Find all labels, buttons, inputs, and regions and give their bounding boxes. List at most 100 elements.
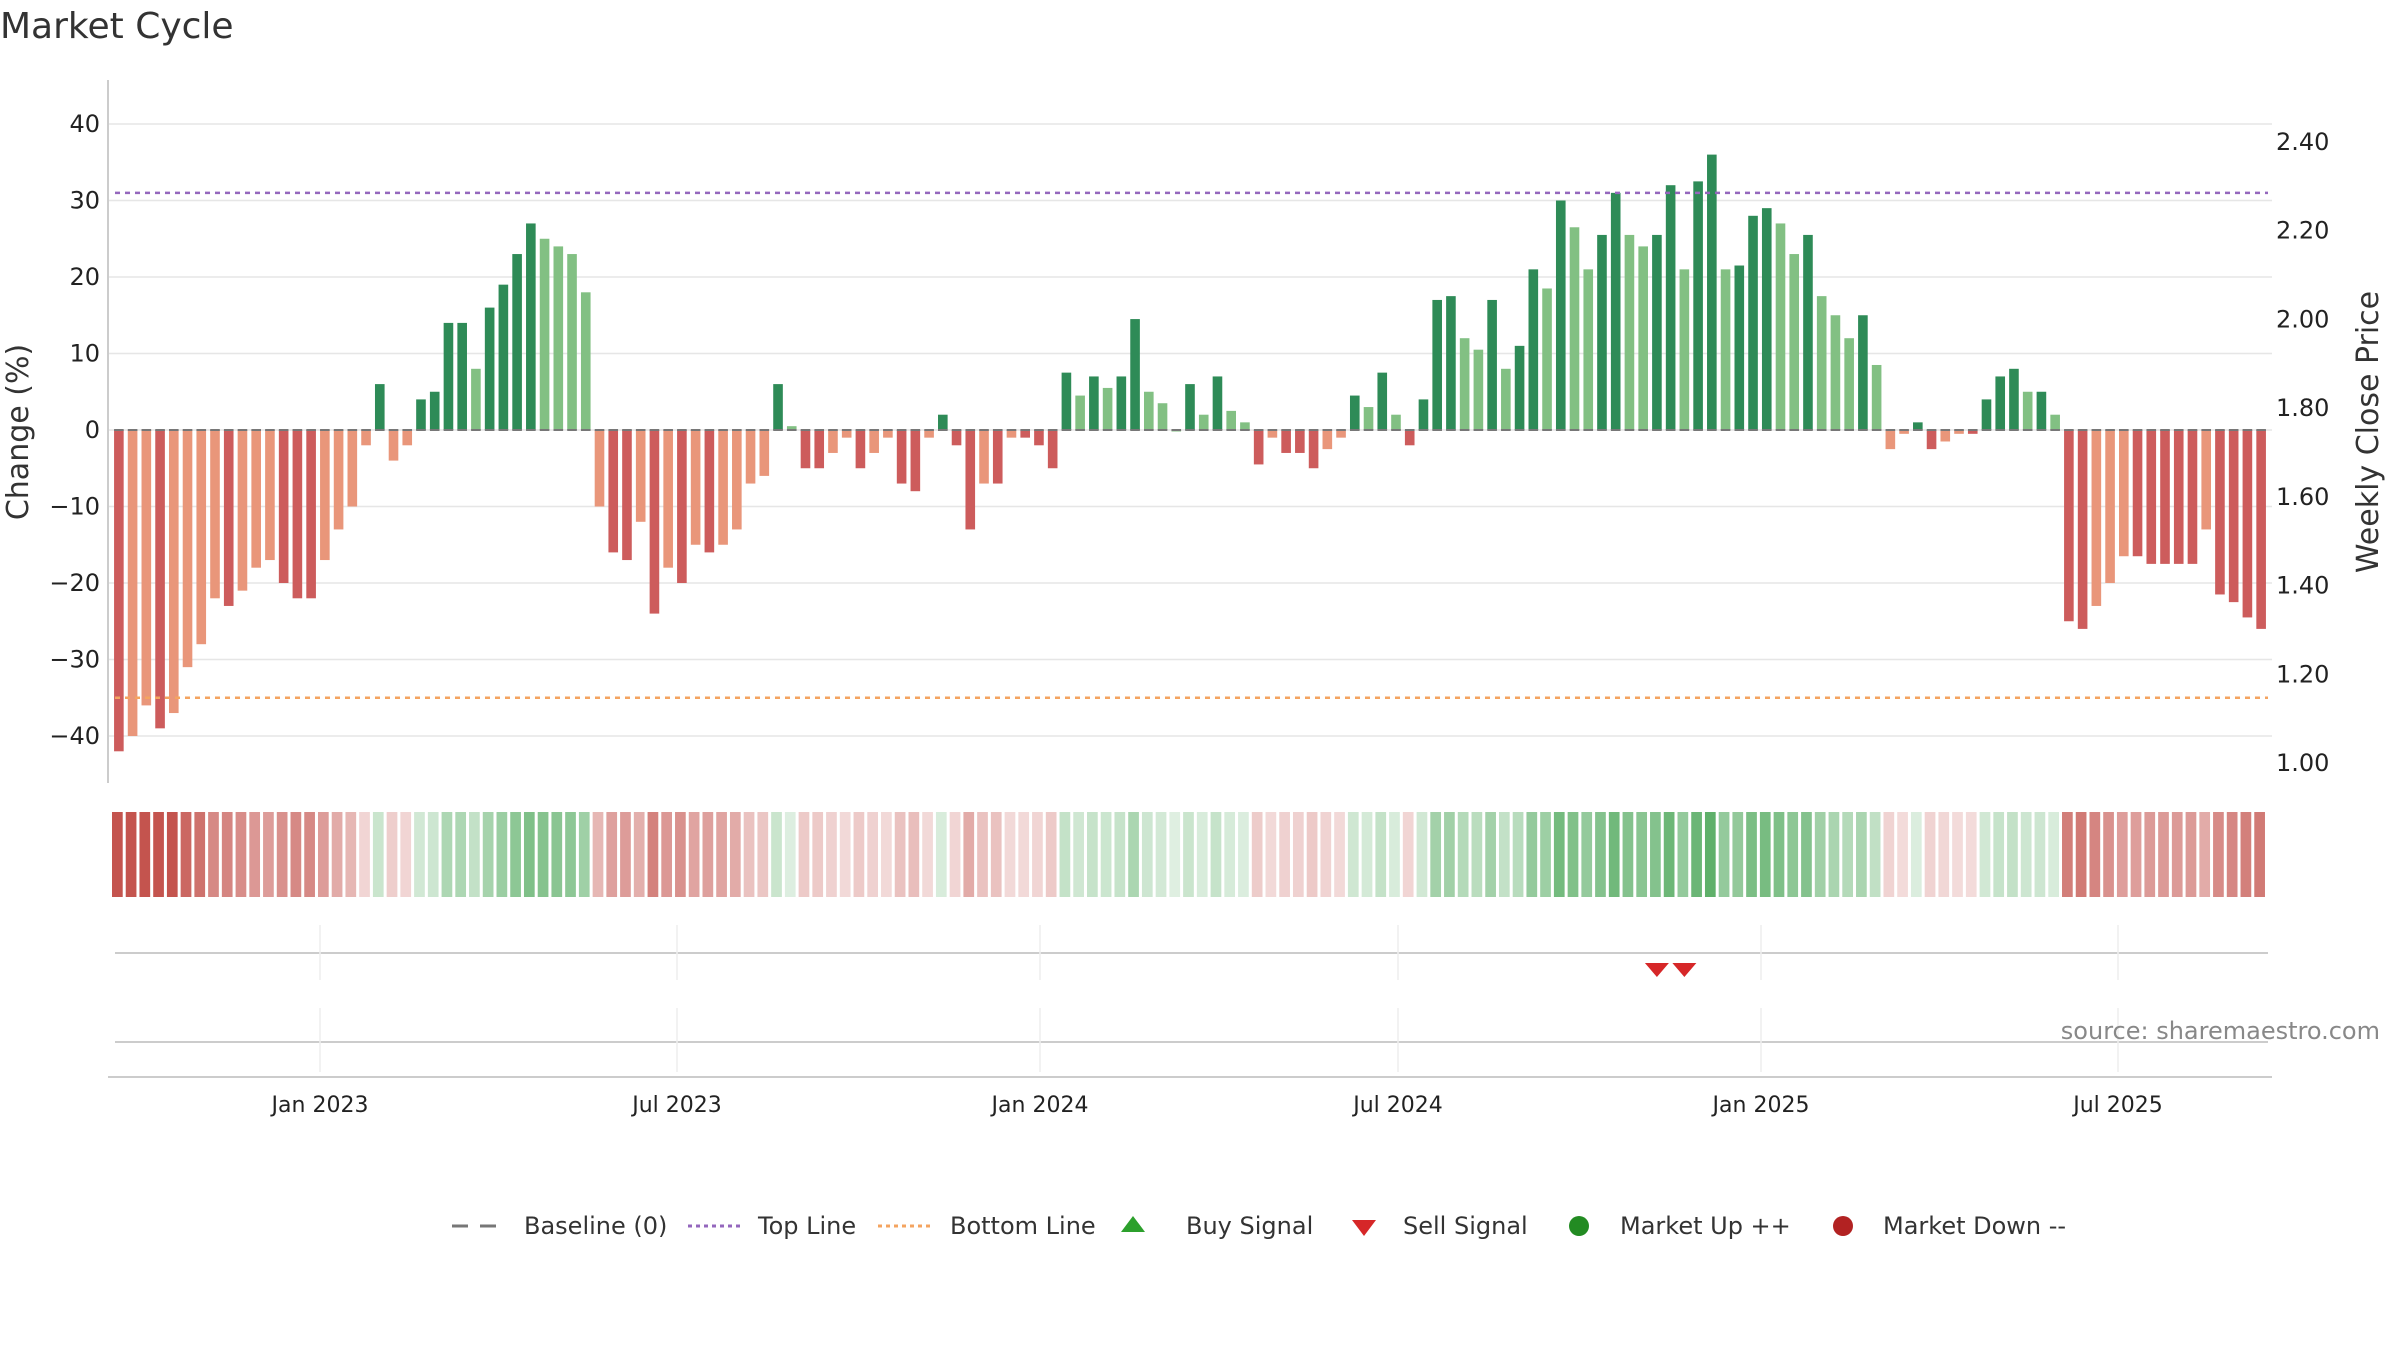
heat-cell	[963, 812, 975, 897]
bar	[1391, 414, 1401, 430]
bar	[663, 430, 673, 568]
heat-cell	[578, 812, 590, 897]
heat-cell	[2171, 812, 2183, 897]
bar	[2160, 430, 2170, 564]
bar	[1061, 372, 1072, 431]
left-tick-label: −20	[49, 569, 100, 597]
heat-cell	[523, 812, 535, 897]
bar	[1803, 234, 1813, 430]
bar	[1913, 422, 1923, 430]
heat-cell	[2007, 812, 2018, 897]
heat-cell	[1842, 812, 1853, 897]
right-axis-ticks: 2.40 2.20 2.00 1.80 1.60 1.40 1.20 1.00	[2276, 128, 2329, 777]
left-tick-label: −40	[49, 722, 100, 750]
bar	[498, 284, 509, 430]
heat-cell	[1347, 812, 1359, 897]
heat-cell	[496, 812, 508, 897]
heat-cell	[1663, 812, 1675, 897]
bar	[1679, 269, 1690, 430]
heat-cell	[1045, 812, 1057, 897]
legend-label: Baseline (0)	[524, 1212, 667, 1240]
bar	[1638, 246, 1648, 430]
heat-cell	[1704, 812, 1716, 897]
bar	[924, 430, 934, 438]
bar	[265, 430, 275, 561]
heat-cell	[620, 812, 631, 897]
bar	[896, 430, 907, 484]
heat-cell	[221, 812, 233, 897]
heat-cell	[1114, 812, 1126, 897]
bar	[965, 430, 976, 530]
heat-cell	[977, 812, 988, 897]
left-axis-title: Change (%)	[1, 344, 36, 520]
bar	[1624, 234, 1635, 430]
bar	[1555, 200, 1566, 430]
legend-label: Bottom Line	[950, 1212, 1096, 1240]
heat-cell	[647, 812, 659, 897]
heat-cell	[455, 812, 467, 897]
bar	[1816, 296, 1827, 431]
heat-cell	[1430, 812, 1442, 897]
heat-cell	[1155, 812, 1167, 897]
heat-cell	[194, 812, 206, 897]
heat-cell	[139, 812, 151, 897]
left-tick-label: −10	[49, 493, 100, 521]
bar	[1349, 395, 1360, 430]
heat-cell	[166, 812, 178, 897]
heat-cell	[1265, 812, 1277, 897]
heat-cell	[1787, 812, 1799, 897]
bar	[1034, 430, 1044, 446]
heat-cell	[1004, 812, 1016, 897]
heat-cell	[1718, 812, 1730, 897]
heat-cell	[1993, 812, 2005, 897]
bar	[2173, 430, 2184, 564]
heat-cell	[1141, 812, 1153, 897]
heat-cell	[1622, 812, 1634, 897]
bar	[457, 322, 467, 430]
bar	[1363, 407, 1374, 430]
heat-cell	[1224, 812, 1236, 897]
heat-cell	[304, 812, 315, 897]
bar	[567, 254, 577, 430]
bar	[196, 430, 207, 645]
bar	[1295, 430, 1305, 453]
heat-cell	[990, 812, 1002, 897]
left-axis-ticks: 40 30 20 10 0 −10 −20 −30 −40	[49, 110, 100, 750]
heat-cell	[894, 812, 906, 897]
heat-cell	[276, 812, 288, 897]
heat-cell	[2034, 812, 2046, 897]
chart-title: Market Cycle	[0, 6, 234, 47]
circle-icon	[1833, 1216, 1853, 1236]
heat-cell	[1196, 812, 1208, 897]
legend-label: Top Line	[757, 1212, 856, 1240]
heat-cell	[317, 812, 329, 897]
x-axis-labels: Jan 2023 Jul 2023 Jan 2024 Jul 2024 Jan 2025…	[270, 1093, 2163, 1118]
heat-cell	[1292, 812, 1304, 897]
heat-cell	[1883, 812, 1895, 897]
heat-cell	[1087, 812, 1098, 897]
bar	[2256, 430, 2266, 629]
bar	[1336, 430, 1346, 438]
bar	[2091, 430, 2102, 606]
legend-label: Buy Signal	[1186, 1212, 1313, 1240]
bar	[1432, 299, 1442, 430]
bar	[690, 430, 701, 545]
bar	[429, 391, 440, 430]
heat-cell	[565, 812, 576, 897]
heat-cell	[1306, 812, 1318, 897]
heat-cell	[2199, 812, 2211, 897]
heat-cell	[1938, 812, 1950, 897]
bar	[1885, 430, 1896, 450]
x-tick-label: Jul 2025	[2071, 1093, 2163, 1118]
bar	[1940, 430, 1951, 442]
heat-cell	[784, 812, 796, 897]
heat-cell	[1856, 812, 1867, 897]
bar	[114, 430, 124, 752]
bar	[1377, 372, 1388, 431]
heat-cell	[1553, 812, 1565, 897]
left-tick-label: −30	[49, 646, 100, 674]
heat-cell	[1759, 812, 1771, 897]
bar	[1404, 430, 1415, 446]
heat-cell	[812, 812, 824, 897]
